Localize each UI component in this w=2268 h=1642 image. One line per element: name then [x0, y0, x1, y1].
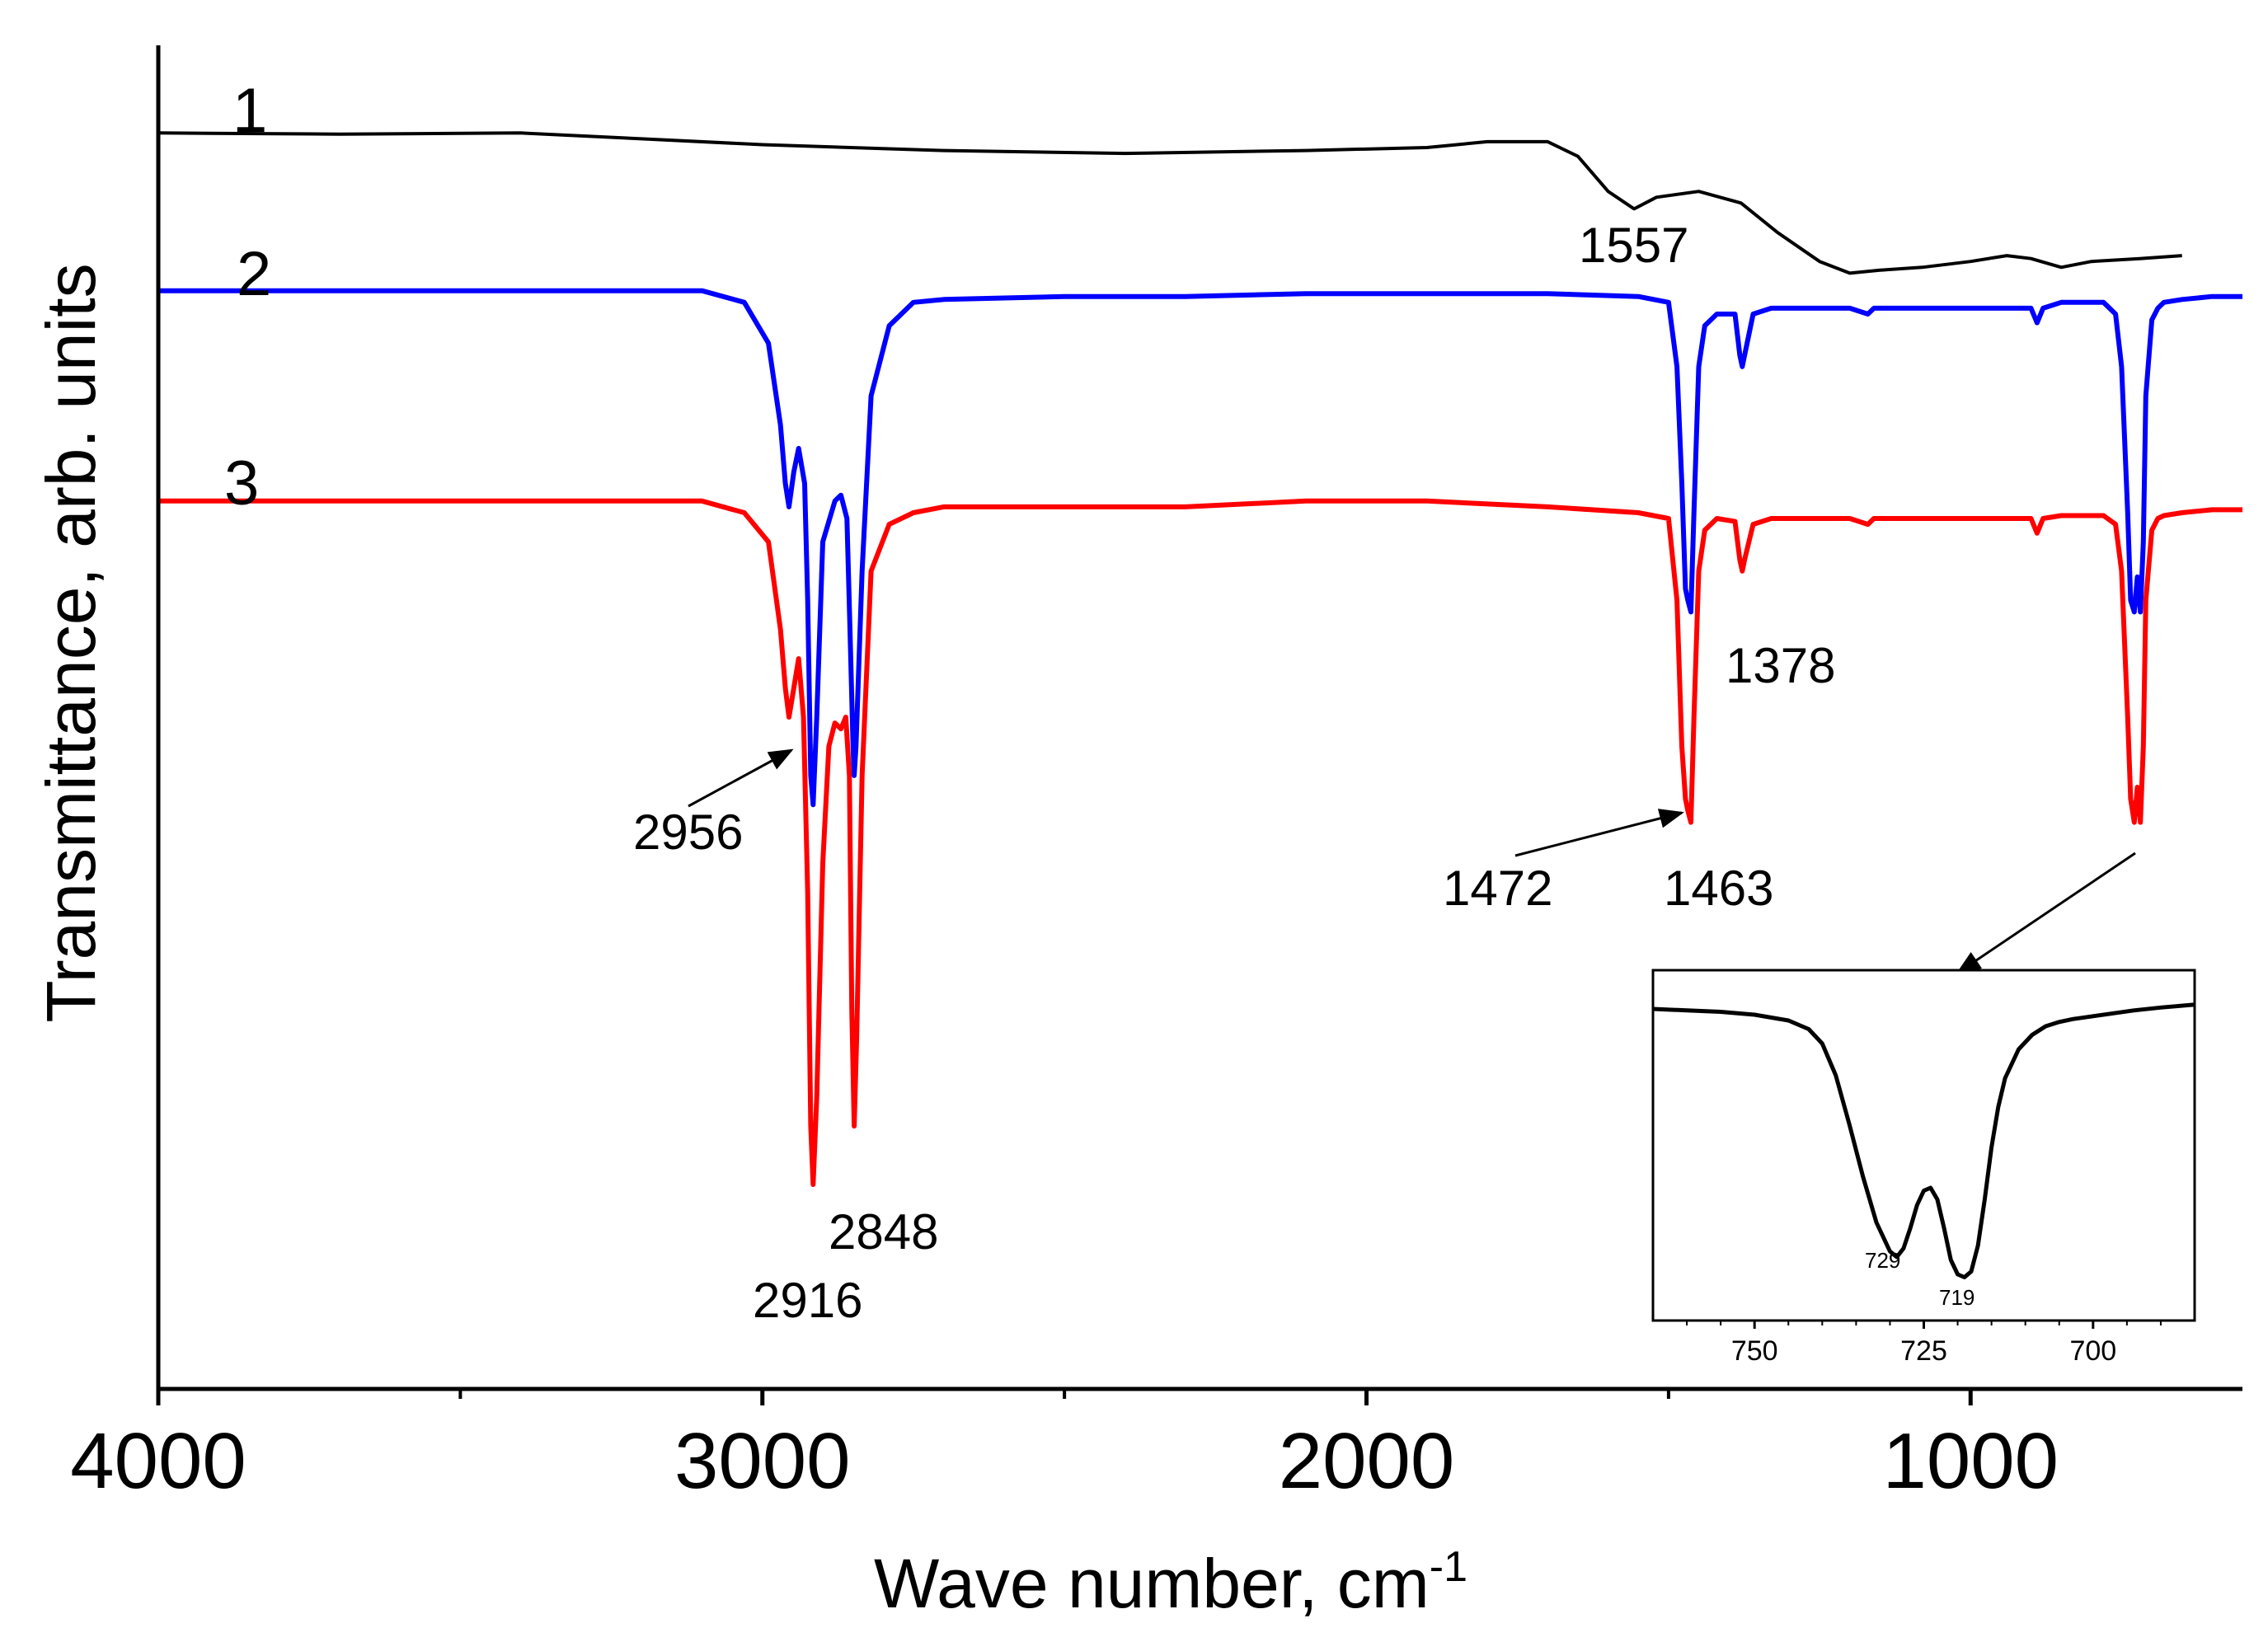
inset-x-tick-label-725: 725	[1900, 1335, 1947, 1367]
inset-x-tick-label-700: 700	[2069, 1335, 2116, 1367]
annotation-1463: 1463	[1664, 861, 1773, 916]
x-axis-title-main: Wave number, cm	[874, 1545, 1430, 1622]
x-tick-label-2000: 2000	[1279, 1417, 1455, 1505]
inset-axis-ticks: 750 725 700	[1686, 1321, 2162, 1367]
annotation-2848: 2848	[829, 1204, 938, 1260]
annotation-1378: 1378	[1726, 638, 1835, 693]
arrow-1472	[1514, 809, 1684, 857]
annotation-2956: 2956	[633, 805, 743, 860]
annotation-1472: 1472	[1443, 861, 1552, 916]
inset-x-tick-label-750: 750	[1731, 1335, 1778, 1367]
inset-annotation-729: 729	[1865, 1248, 1900, 1273]
inset-series-line	[1652, 1002, 2195, 1279]
inset-frame	[1651, 969, 2196, 1322]
x-tick-label-1000: 1000	[1882, 1417, 2059, 1505]
annotation-1557: 1557	[1579, 218, 1688, 273]
series-2-line	[158, 288, 2242, 808]
series-layer	[157, 131, 2242, 1187]
series-3-line	[158, 498, 2242, 1187]
series-1-line	[157, 131, 2182, 275]
curve-label-3: 3	[224, 448, 259, 518]
x-tick-label-4000: 4000	[70, 1417, 247, 1505]
plot-area: 4000 3000 2000 1000	[70, 45, 2242, 1505]
curve-label-1: 1	[232, 76, 267, 146]
curve-label-2: 2	[237, 239, 271, 309]
inset-panel: 750 725 700 729 719	[1651, 969, 2196, 1367]
y-axis-title: Transmittance, arb. units	[32, 263, 110, 1022]
inset-annotation-719: 719	[1939, 1285, 1975, 1310]
arrow-2956	[688, 748, 794, 808]
x-tick-label-3000: 3000	[674, 1417, 851, 1505]
x-axis-title: Wave number, cm-1	[874, 1543, 1467, 1622]
x-axis-title-superscript: -1	[1430, 1543, 1467, 1591]
arrow-to-inset	[1956, 851, 2136, 974]
annotation-2916: 2916	[753, 1273, 862, 1328]
x-axis-ticks: 4000 3000 2000 1000	[70, 1389, 2059, 1505]
inset-series-layer	[1652, 1002, 2195, 1279]
